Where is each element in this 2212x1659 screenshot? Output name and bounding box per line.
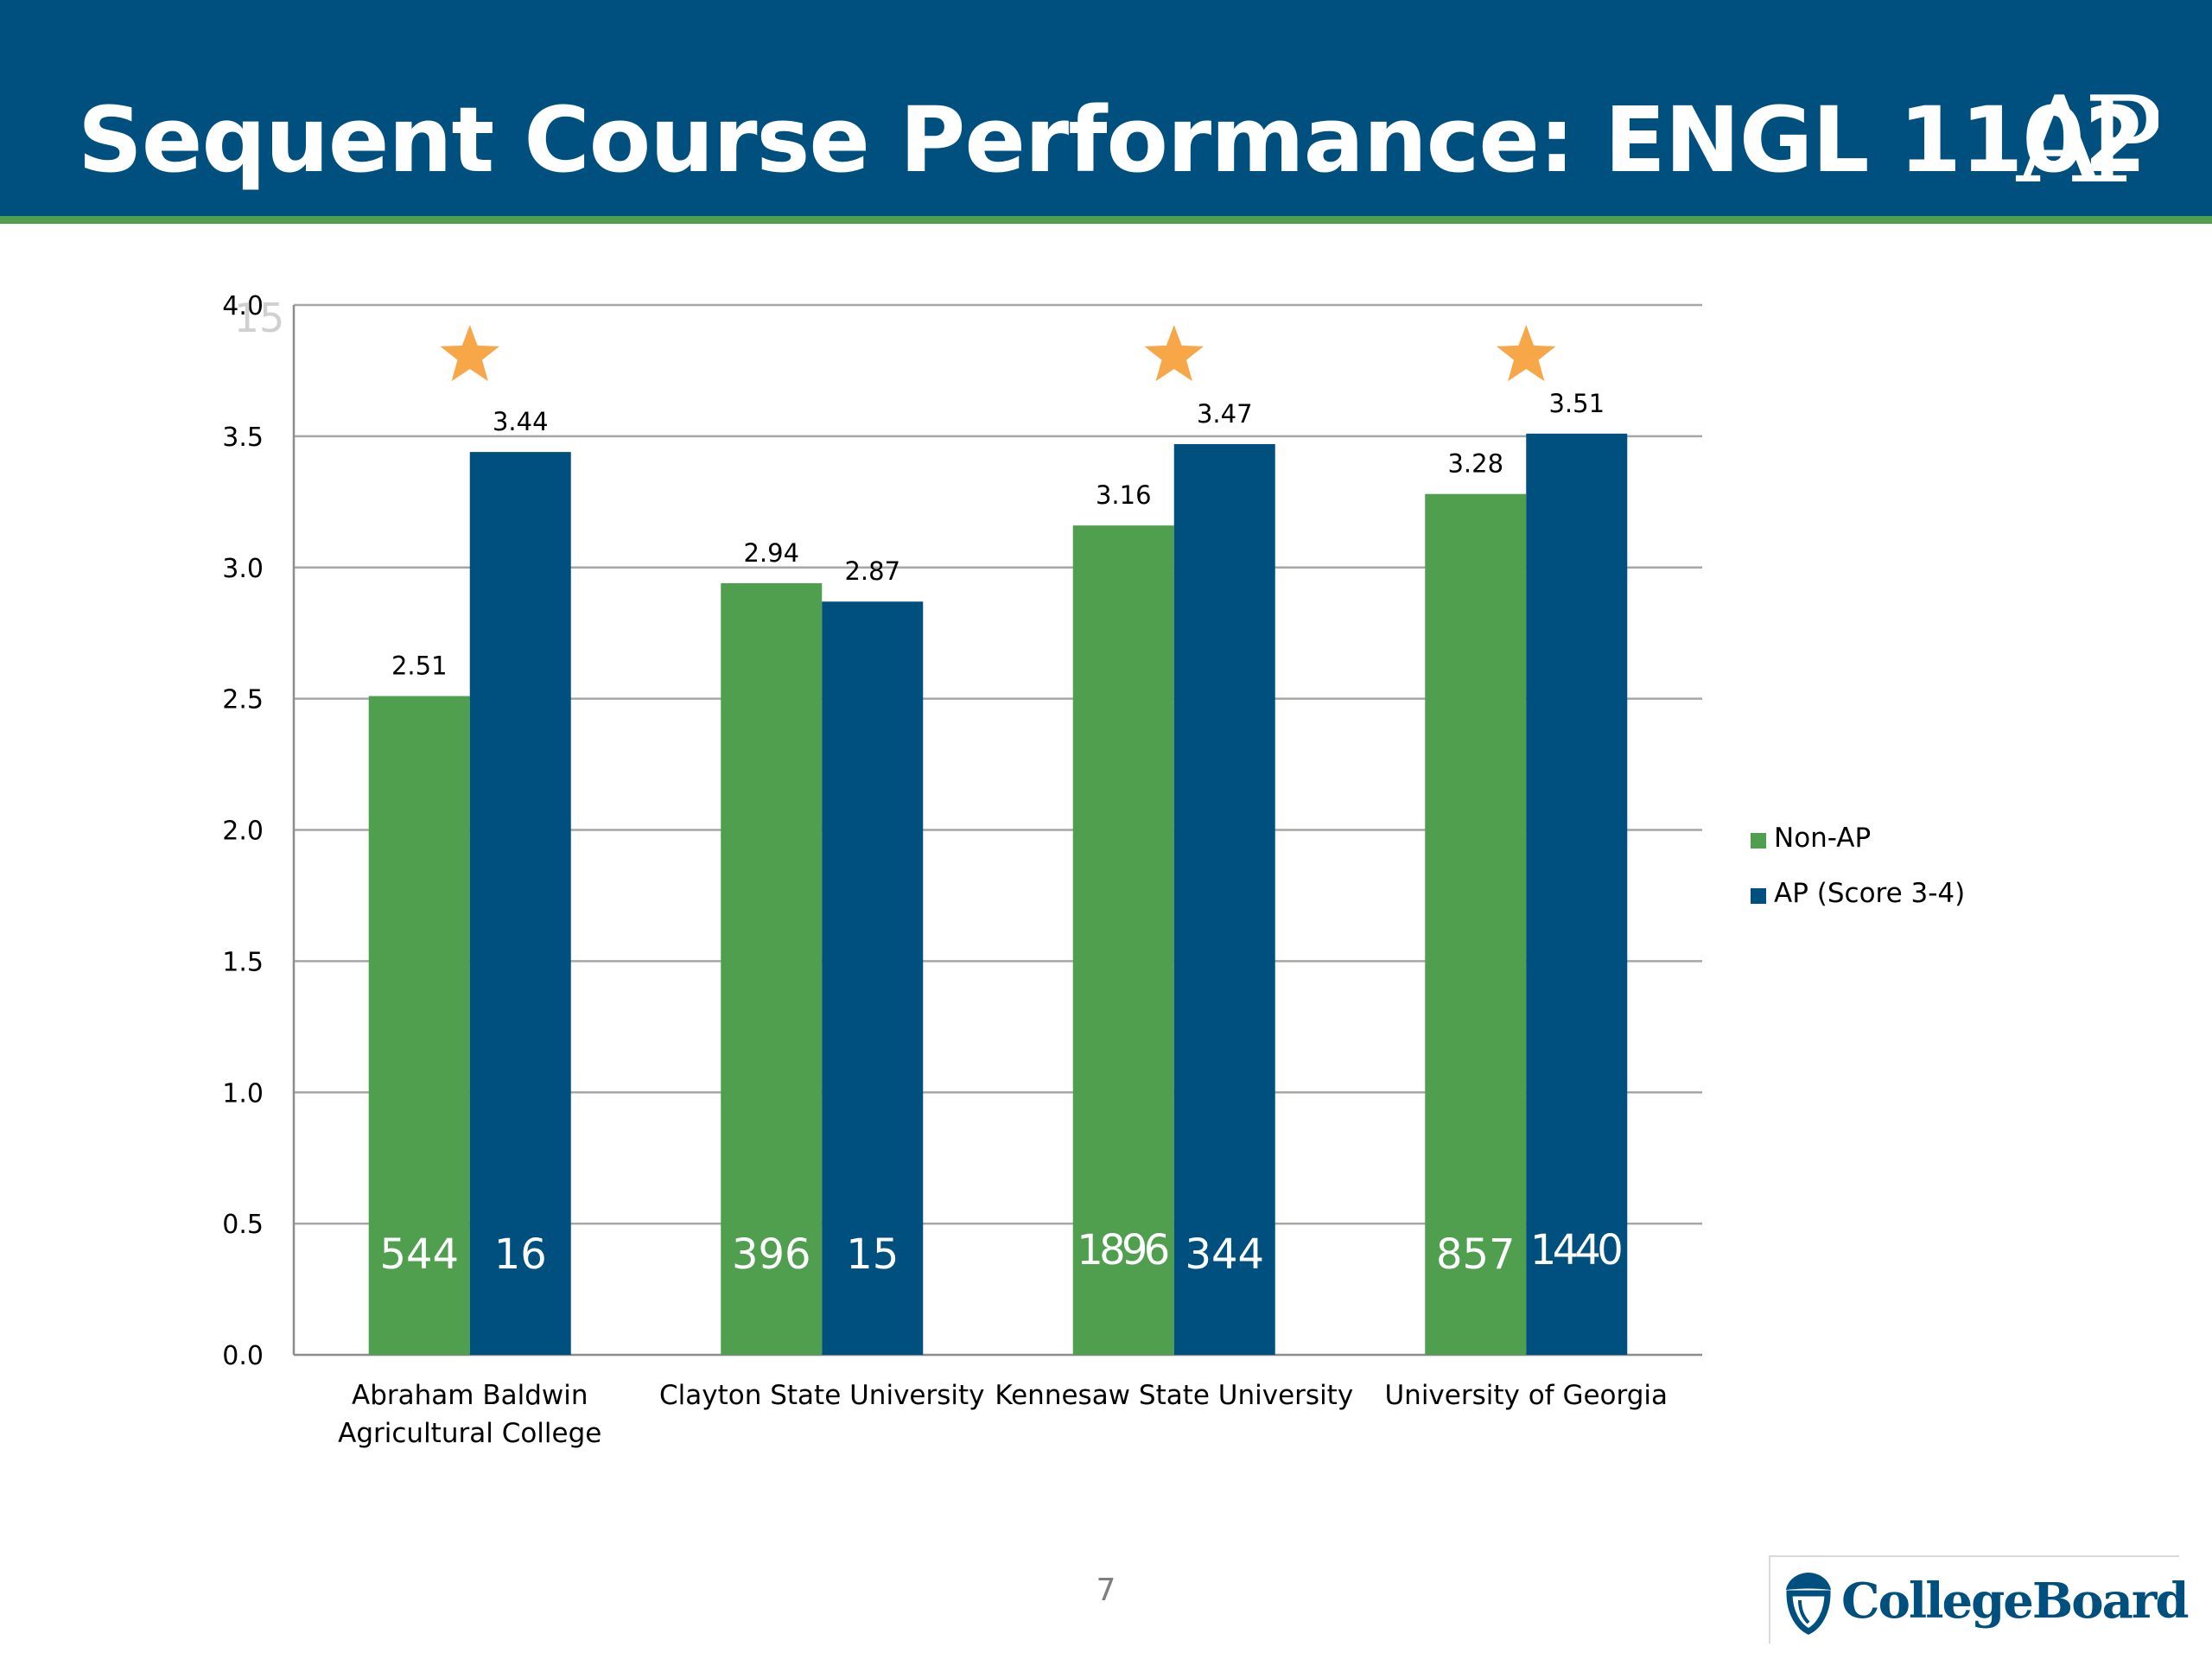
count-label: 1440 <box>1530 1226 1624 1274</box>
corner-label: 15 <box>234 295 285 341</box>
legend-label-ap: AP (Score 3-4) <box>1774 878 1965 909</box>
y-tick-label: 2.0 <box>222 817 264 847</box>
ap-logo: AP <box>2016 79 2158 192</box>
count-label: 1896 <box>1077 1226 1170 1274</box>
significance-star-0 <box>440 325 499 382</box>
bar-non-ap-2 <box>1072 525 1174 1355</box>
ap-logo-text: AP <box>2016 79 2158 192</box>
page-number: 7 <box>1096 1573 1116 1608</box>
legend-swatch-ap <box>1751 888 1766 904</box>
data-label: 2.94 <box>743 538 799 568</box>
x-tick-label: Abraham Baldwin <box>352 1380 588 1411</box>
y-tick-label: 3.5 <box>222 423 264 453</box>
count-label: 857 <box>1436 1230 1516 1279</box>
x-tick-label: Clayton State University <box>659 1380 985 1411</box>
count-label: 15 <box>846 1230 899 1279</box>
count-labels: 544 396 1896 857 16 15 344 1440 <box>379 1226 1623 1279</box>
bar-ap-3 <box>1526 433 1628 1355</box>
data-label: 2.87 <box>844 556 900 586</box>
slide-title: Sequent Course Performance: ENGL 1102 <box>78 87 2146 193</box>
bar-non-ap-3 <box>1425 493 1527 1355</box>
title-bar-stripe <box>0 216 2212 224</box>
y-tick-label: 4.0 <box>222 291 264 321</box>
data-label: 3.28 <box>1447 449 1503 479</box>
acorn-icon <box>1786 1573 1831 1635</box>
data-label: 3.51 <box>1548 389 1605 418</box>
bar-non-ap-0 <box>368 696 470 1355</box>
y-tick-label: 3.0 <box>222 554 264 584</box>
x-tick-label: University of Georgia <box>1384 1380 1668 1411</box>
significance-stars <box>440 325 1556 382</box>
count-label: 544 <box>379 1230 459 1279</box>
y-tick-label: 1.0 <box>222 1078 264 1109</box>
legend: Non-AP AP (Score 3-4) <box>1751 823 1965 909</box>
significance-star-2 <box>1144 325 1204 382</box>
legend-swatch-non-ap <box>1751 833 1766 849</box>
data-label: 3.44 <box>493 407 549 436</box>
data-labels: 2.51 2.94 3.16 3.28 3.44 2.87 3.47 3.51 <box>391 389 1605 681</box>
legend-label-non-ap: Non-AP <box>1774 823 1871 854</box>
college-board-logo: CollegeBoard <box>1769 1555 2190 1643</box>
y-tick-label: 2.5 <box>222 685 264 715</box>
y-tick-label: 0.0 <box>222 1341 264 1371</box>
data-label: 3.16 <box>1096 480 1152 510</box>
count-label: 396 <box>732 1230 811 1279</box>
bar-chart: 0.0 0.5 1.0 1.5 2.0 2.5 3.0 3.5 4.0 2.51 2.94 3.16… <box>222 291 1965 1449</box>
bars <box>368 433 1628 1355</box>
significance-star-3 <box>1497 325 1556 382</box>
bar-non-ap-1 <box>721 582 823 1355</box>
x-tick-label: Kennesaw State University <box>995 1380 1353 1411</box>
y-tick-label: 1.5 <box>222 947 264 977</box>
data-label: 2.51 <box>391 652 448 681</box>
y-axis-ticks: 0.0 0.5 1.0 1.5 2.0 2.5 3.0 3.5 4.0 <box>222 291 264 1371</box>
data-label: 3.47 <box>1197 399 1253 429</box>
title-bar <box>0 0 2212 216</box>
count-label: 344 <box>1185 1230 1264 1279</box>
bar-ap-2 <box>1173 443 1275 1355</box>
college-board-text: CollegeBoard <box>1841 1573 2190 1630</box>
bar-ap-1 <box>822 601 924 1355</box>
x-tick-label: Agricultural College <box>338 1418 601 1449</box>
bar-ap-0 <box>469 452 571 1355</box>
y-tick-label: 0.5 <box>222 1210 264 1240</box>
x-axis-labels: Abraham Baldwin Agricultural College Clayt… <box>338 1380 1668 1449</box>
count-label: 16 <box>494 1230 547 1279</box>
